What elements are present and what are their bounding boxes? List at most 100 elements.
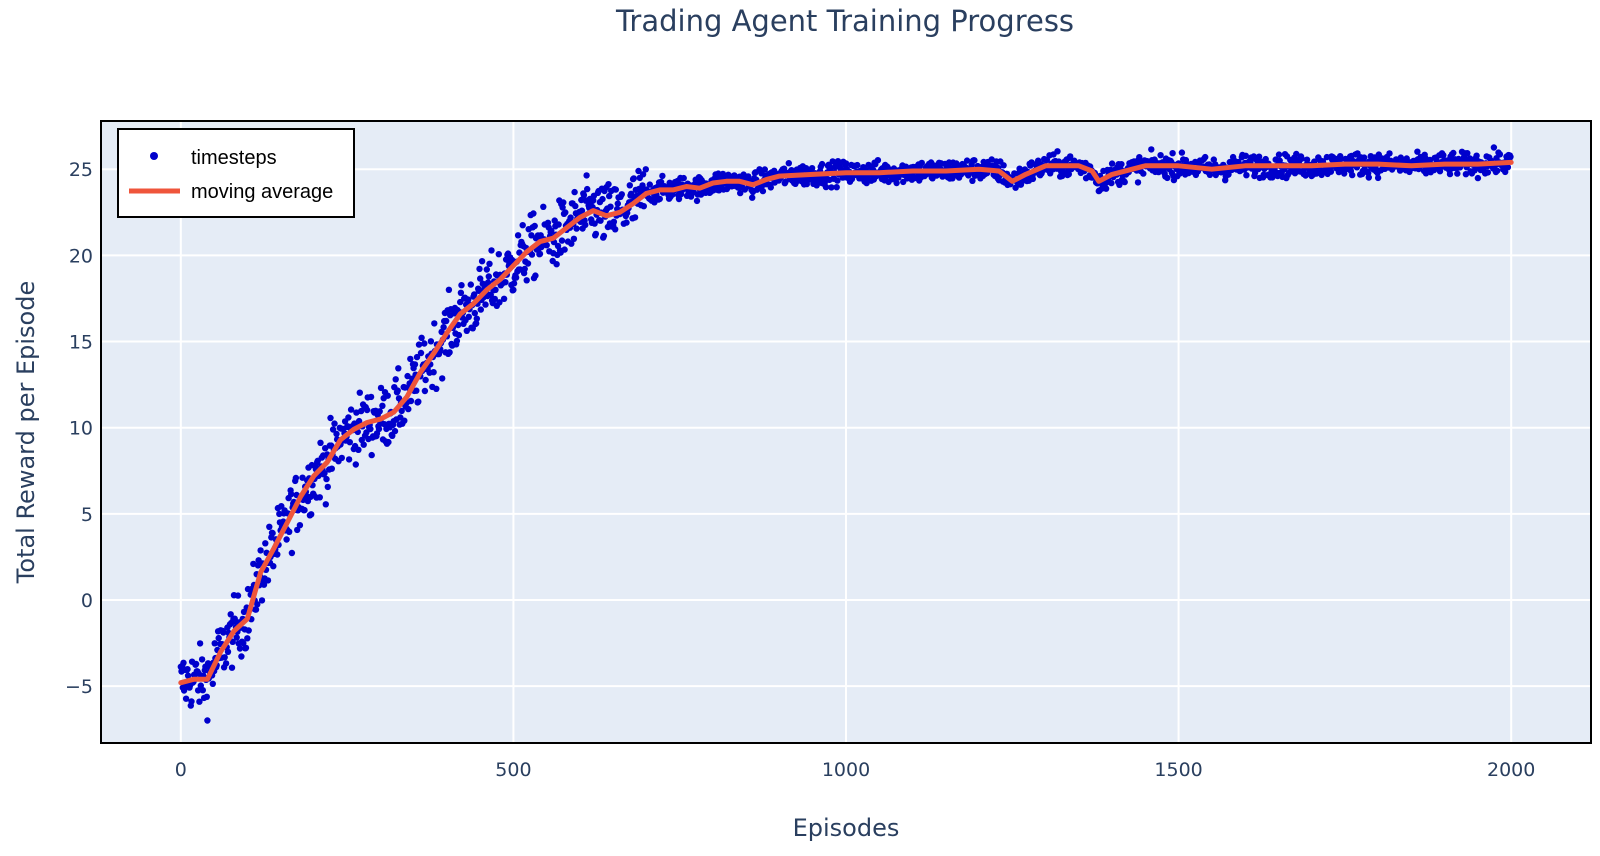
timestep-point	[619, 191, 625, 197]
timestep-point	[446, 349, 452, 355]
timestep-point	[854, 162, 860, 168]
timestep-point	[412, 361, 418, 367]
timestep-point	[385, 439, 391, 445]
timestep-point	[537, 251, 543, 257]
x-tick-label: 0	[175, 759, 187, 781]
chart-title: Trading Agent Training Progress	[615, 4, 1074, 38]
timestep-point	[1361, 154, 1367, 160]
timestep-point	[472, 310, 478, 316]
timestep-point	[524, 277, 530, 283]
timestep-point	[1243, 172, 1249, 178]
timestep-point	[479, 258, 485, 264]
timestep-point	[466, 314, 472, 320]
y-tick-label: 20	[69, 245, 93, 267]
timestep-point	[428, 338, 434, 344]
timestep-point	[522, 266, 528, 272]
timestep-point	[418, 350, 424, 356]
timestep-point	[760, 188, 766, 194]
timestep-point	[584, 186, 590, 192]
timestep-point	[530, 210, 536, 216]
timestep-point	[513, 274, 519, 280]
timestep-point	[422, 388, 428, 394]
timestep-point	[184, 666, 190, 672]
timestep-point	[786, 160, 792, 166]
y-tick-label: 25	[69, 159, 93, 181]
timestep-point	[572, 203, 578, 209]
timestep-point	[819, 161, 825, 167]
timestep-point	[259, 597, 265, 603]
timestep-point	[571, 189, 577, 195]
timestep-point	[323, 476, 329, 482]
timestep-point	[353, 461, 359, 467]
timestep-point	[486, 261, 492, 267]
timestep-point	[433, 386, 439, 392]
timestep-point	[593, 231, 599, 237]
timestep-point	[188, 698, 194, 704]
timestep-point	[478, 306, 484, 312]
timestep-point	[1298, 156, 1304, 162]
legend[interactable]: timesteps moving average	[118, 129, 354, 217]
timestep-point	[243, 645, 249, 651]
timestep-point	[454, 338, 460, 344]
timestep-point	[199, 656, 205, 662]
timestep-point	[1485, 169, 1491, 175]
timestep-point	[395, 365, 401, 371]
timestep-point	[875, 157, 881, 163]
timestep-point	[581, 192, 587, 198]
timestep-point	[520, 222, 526, 228]
timestep-point	[1148, 146, 1154, 152]
timestep-point	[488, 247, 494, 253]
timestep-point	[317, 440, 323, 446]
timestep-point	[1108, 180, 1114, 186]
timestep-point	[317, 494, 323, 500]
timestep-point	[212, 640, 218, 646]
timestep-point	[1118, 161, 1124, 167]
timestep-point	[532, 272, 538, 278]
y-tick-label: 15	[69, 332, 93, 354]
timestep-point	[615, 200, 621, 206]
timestep-point	[553, 261, 559, 267]
timestep-point	[511, 280, 517, 286]
timestep-point	[331, 420, 337, 426]
timestep-point	[266, 524, 272, 530]
timestep-point	[443, 318, 449, 324]
timestep-point	[496, 251, 502, 257]
timestep-point	[183, 696, 189, 702]
timestep-point	[418, 335, 424, 341]
x-axis-title: Episodes	[793, 814, 900, 842]
timestep-point	[1164, 175, 1170, 181]
timestep-point	[1328, 169, 1334, 175]
timestep-point	[393, 376, 399, 382]
timestep-point	[834, 184, 840, 190]
timestep-point	[605, 181, 611, 187]
timestep-point	[632, 214, 638, 220]
timestep-point	[1450, 150, 1456, 156]
timestep-point	[408, 398, 414, 404]
timestep-point	[222, 654, 228, 660]
timestep-point	[1179, 149, 1185, 155]
legend-timesteps-label: timesteps	[191, 147, 277, 169]
timestep-point	[562, 209, 568, 215]
timestep-point	[223, 660, 229, 666]
timestep-point	[225, 649, 231, 655]
timestep-point	[1507, 154, 1513, 160]
timestep-point	[468, 281, 474, 287]
timestep-point	[502, 279, 508, 285]
timestep-point	[1000, 162, 1006, 168]
timestep-point	[1491, 144, 1497, 150]
timestep-point	[253, 606, 259, 612]
timestep-point	[288, 491, 294, 497]
timestep-point	[1375, 175, 1381, 181]
y-tick-label: 10	[69, 418, 93, 440]
timestep-point	[244, 635, 250, 641]
timestep-point	[1497, 151, 1503, 157]
timestep-point	[1103, 186, 1109, 192]
timestep-point	[376, 426, 382, 432]
timestep-point	[1366, 174, 1372, 180]
timestep-point	[204, 717, 210, 723]
timestep-point	[364, 407, 370, 413]
legend-box	[118, 129, 354, 217]
timestep-point	[180, 660, 186, 666]
timestep-point	[1109, 160, 1115, 166]
